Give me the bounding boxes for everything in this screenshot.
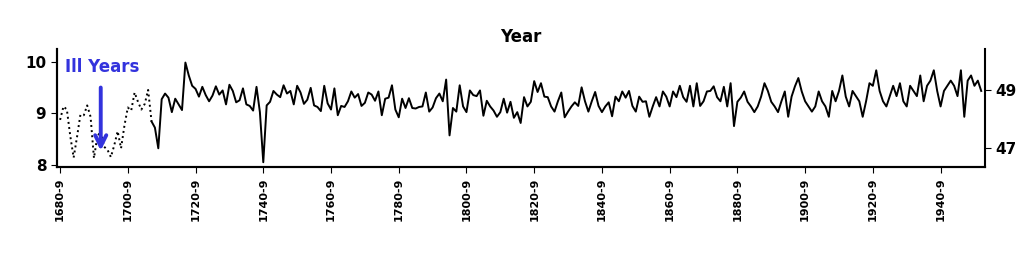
Text: Year: Year — [500, 28, 541, 46]
Text: Ill Years: Ill Years — [65, 58, 139, 76]
